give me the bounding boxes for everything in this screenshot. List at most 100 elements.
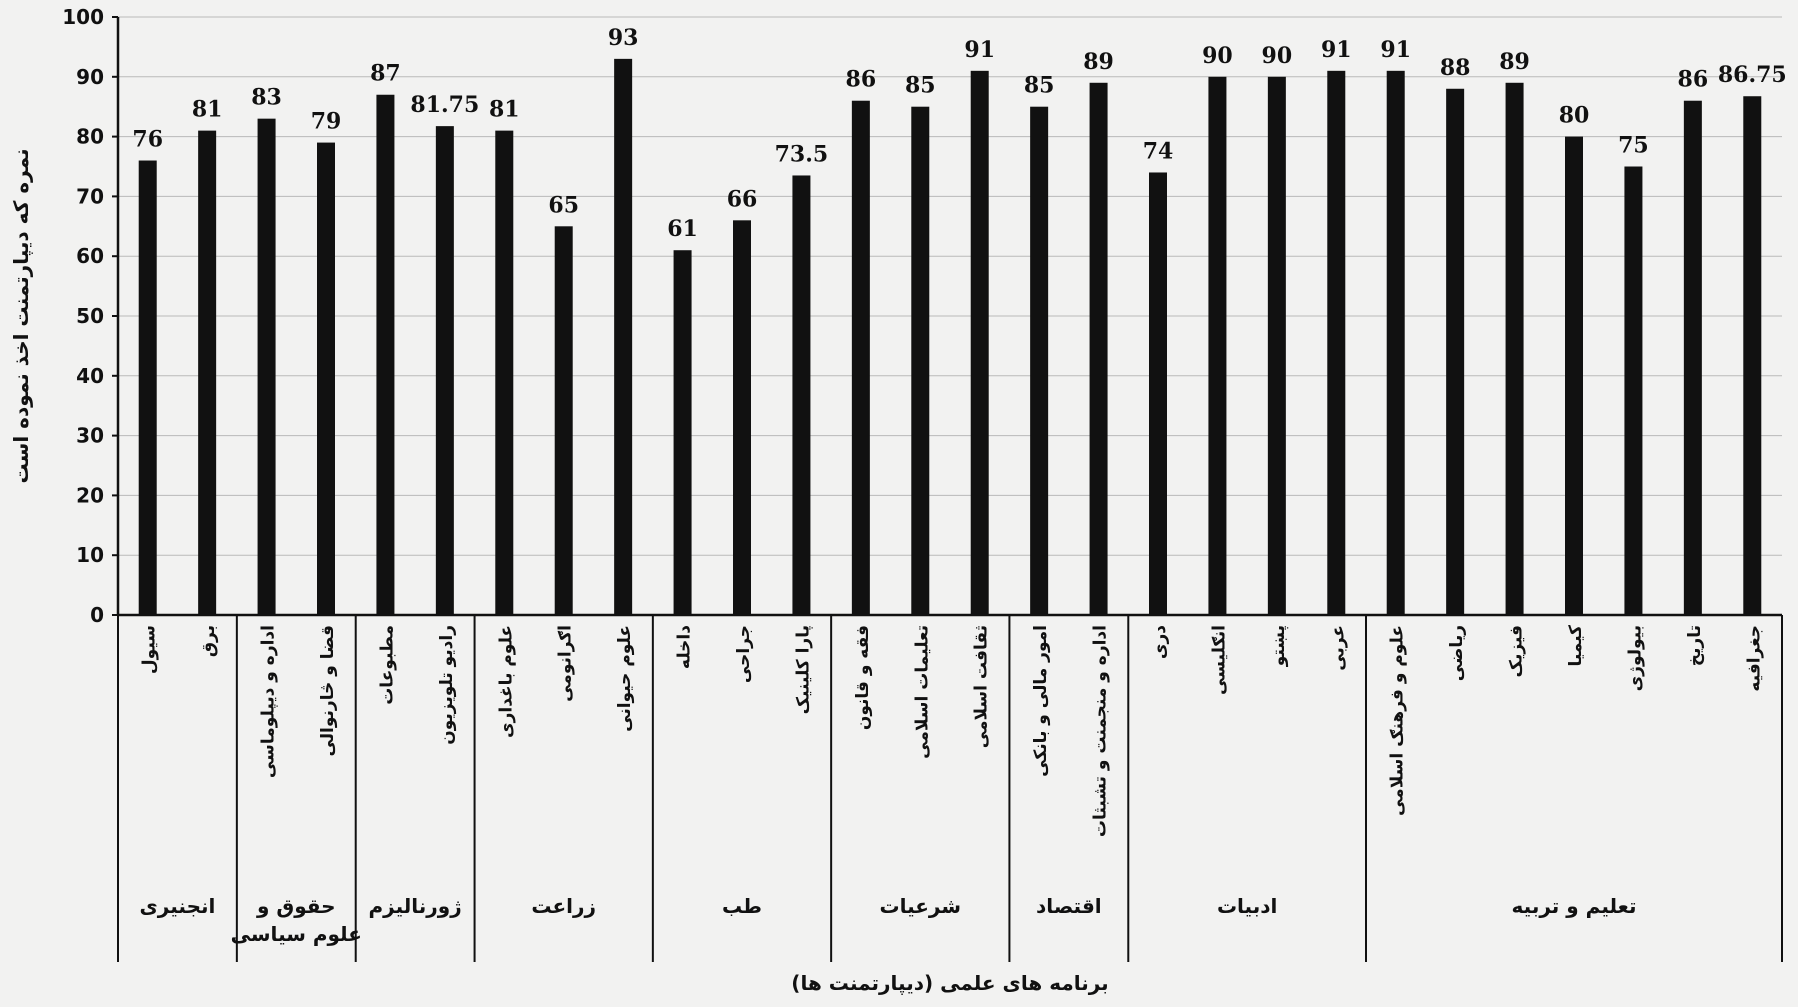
category-label: مطبوعات bbox=[377, 625, 397, 705]
category-label: دری bbox=[1150, 625, 1170, 659]
data-label: 87 bbox=[370, 61, 401, 87]
bar bbox=[733, 220, 751, 615]
bar bbox=[1446, 88, 1465, 615]
category-label: اداره و منجمنت و تشبثات bbox=[1091, 625, 1111, 837]
data-label: 91 bbox=[1321, 37, 1352, 63]
group-label: شرعیات bbox=[880, 894, 962, 918]
data-label: 90 bbox=[1262, 43, 1293, 69]
data-label: 61 bbox=[667, 216, 698, 242]
bar bbox=[614, 58, 633, 616]
y-tick-label: 90 bbox=[76, 65, 104, 89]
data-label: 91 bbox=[1380, 37, 1411, 63]
bar bbox=[1208, 76, 1227, 616]
category-label: جغرافیه bbox=[1744, 625, 1764, 692]
category-label: رادیو تلویزیون bbox=[437, 625, 457, 745]
category-label: ثقافت اسلامی bbox=[972, 625, 992, 748]
data-label: 81.75 bbox=[410, 92, 479, 118]
bar bbox=[1743, 96, 1762, 616]
y-tick-label: 100 bbox=[62, 5, 104, 29]
category-label: ریاضی bbox=[1447, 625, 1467, 681]
y-tick-label: 10 bbox=[76, 543, 104, 567]
category-label: فیزیک bbox=[1507, 625, 1527, 677]
group-label: تعلیم و تربیه bbox=[1512, 894, 1637, 918]
bar bbox=[792, 175, 811, 615]
data-label: 81 bbox=[192, 97, 223, 123]
data-label: 93 bbox=[608, 25, 639, 51]
group-label: ادبیات bbox=[1217, 894, 1277, 918]
data-label: 85 bbox=[1024, 73, 1055, 99]
data-label: 73.5 bbox=[775, 141, 829, 167]
data-label: 66 bbox=[727, 186, 758, 212]
category-label: انګلیسی bbox=[1209, 625, 1229, 695]
category-label: جراحی bbox=[734, 625, 754, 683]
category-label: پښتو bbox=[1269, 625, 1289, 667]
category-label: بیولوژی bbox=[1625, 625, 1645, 691]
category-label: فقه و قانون bbox=[853, 625, 873, 730]
y-axis-title: نمره که دیپارتمنت اخذ نموده است bbox=[9, 149, 34, 484]
bar bbox=[376, 94, 395, 616]
y-tick-label: 40 bbox=[76, 364, 104, 388]
category-label: قضا و څارنوالی bbox=[318, 625, 338, 757]
y-tick-label: 0 bbox=[90, 603, 104, 627]
data-label: 79 bbox=[311, 109, 342, 135]
category-label: تاریخ bbox=[1685, 625, 1705, 666]
category-label: پارا کلینیک bbox=[793, 625, 813, 714]
data-label: 80 bbox=[1559, 103, 1590, 129]
bar bbox=[673, 250, 692, 615]
group-label: انجنیری bbox=[139, 894, 215, 918]
group-label: ژورنالیزم bbox=[369, 894, 462, 918]
data-label: 86.75 bbox=[1718, 62, 1787, 88]
category-label: اګرانومی bbox=[556, 625, 576, 702]
data-label: 90 bbox=[1202, 43, 1233, 69]
category-label: علوم و فرهنګ اسلامی bbox=[1388, 625, 1408, 816]
category-label: برق bbox=[199, 625, 219, 657]
group-label: حقوق و bbox=[256, 894, 336, 918]
category-label: سیول bbox=[140, 625, 160, 674]
data-label: 86 bbox=[1678, 67, 1709, 93]
y-tick-label: 80 bbox=[76, 125, 104, 149]
y-tick-label: 30 bbox=[76, 424, 104, 448]
x-axis-title: برنامه های علمی (دیپارتمنت ها) bbox=[791, 971, 1108, 996]
data-label: 76 bbox=[132, 127, 163, 153]
bar bbox=[1149, 172, 1167, 616]
data-label: 81 bbox=[489, 97, 520, 123]
bar bbox=[1267, 76, 1286, 616]
category-label: تعلیمات اسلامی bbox=[912, 625, 932, 759]
y-tick-label: 20 bbox=[76, 483, 104, 507]
y-tick-label: 60 bbox=[76, 244, 104, 268]
bar bbox=[1683, 100, 1702, 616]
category-label: داخله bbox=[675, 625, 695, 669]
category-label: عربی bbox=[1328, 625, 1348, 671]
bar bbox=[851, 100, 870, 616]
bar bbox=[970, 70, 989, 615]
data-label: 88 bbox=[1440, 55, 1471, 81]
bar bbox=[257, 118, 276, 615]
bar bbox=[911, 106, 930, 615]
category-label: علوم باغداری bbox=[496, 625, 516, 738]
bar bbox=[1565, 136, 1583, 615]
data-label: 91 bbox=[964, 37, 995, 63]
data-label: 75 bbox=[1618, 133, 1649, 159]
bar bbox=[138, 160, 157, 615]
data-label: 85 bbox=[905, 73, 936, 99]
group-label: علوم سیاسی bbox=[231, 922, 362, 946]
category-label: کیمیا bbox=[1566, 625, 1586, 667]
bar bbox=[1030, 106, 1049, 615]
bar bbox=[1386, 70, 1405, 615]
bar bbox=[1505, 82, 1524, 615]
data-label: 83 bbox=[251, 85, 282, 111]
group-label: اقتصاد bbox=[1036, 894, 1102, 918]
y-tick-label: 50 bbox=[76, 304, 104, 328]
category-label: امور مالی و بانکی bbox=[1031, 625, 1051, 777]
bar bbox=[554, 226, 573, 616]
category-label: علوم حیوانی bbox=[615, 625, 635, 732]
data-label: 74 bbox=[1143, 138, 1174, 164]
y-tick-label: 70 bbox=[76, 184, 104, 208]
group-label: زراعت bbox=[531, 894, 596, 918]
bar bbox=[495, 130, 514, 615]
bar bbox=[1624, 166, 1643, 615]
data-label: 89 bbox=[1083, 49, 1114, 75]
group-label: طب bbox=[722, 894, 762, 918]
